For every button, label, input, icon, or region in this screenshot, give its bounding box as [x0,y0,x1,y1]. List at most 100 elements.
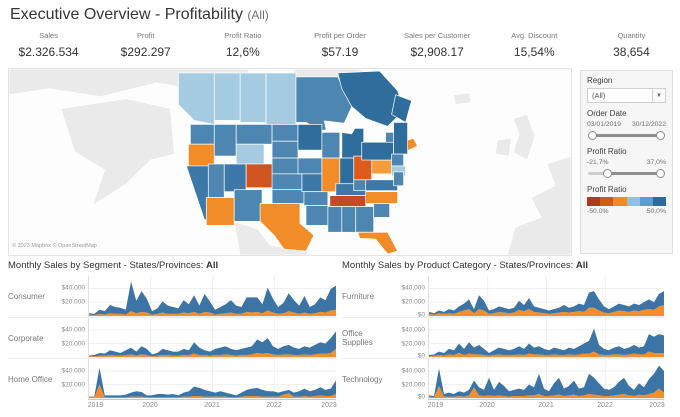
state-IA[interactable] [297,157,323,175]
state-NE[interactable] [271,157,303,175]
area-series-highlight[interactable] [429,304,664,316]
category-charts: Furniture $40.000 $20.000 $0 Office Supp… [342,276,665,414]
region-dropdown[interactable]: (All) ▼ [587,88,666,103]
state-WI[interactable] [321,131,341,159]
state-IN[interactable] [339,157,355,185]
y-tick: $0 [417,311,425,319]
order-date-slider-handle-left[interactable] [588,131,597,140]
area-series-sales[interactable] [89,367,336,398]
order-date-slider[interactable] [588,130,665,141]
choropleth-map-svg[interactable] [9,69,571,255]
state-VA[interactable] [363,179,398,192]
y-tick: $20.000 [61,381,86,389]
state-BC[interactable] [178,72,215,125]
order-date-end: 30/12/2022 [631,121,666,128]
row-label: Corporate [8,333,44,343]
area-series-highlight[interactable] [429,385,664,399]
area-chart-furniture[interactable] [428,276,664,317]
state-AB[interactable] [213,72,241,121]
slider-fill [592,134,661,137]
area-series-highlight[interactable] [89,309,336,316]
state-ND[interactable] [271,124,299,142]
filter-sidebar: Region (All) ▼ Order Date 03/01/2019 30/… [580,70,673,254]
state-FL[interactable] [357,231,399,255]
profit-ratio-slider-handle-left[interactable] [603,169,613,178]
kpi-value: $57.19 [321,45,359,59]
state-NM[interactable] [233,189,263,222]
profitability-map[interactable] [8,68,572,256]
y-tick: $0 [417,393,425,401]
kpi-label: Profit [136,31,155,40]
area-chart-technology[interactable] [428,359,664,399]
area-chart-office-supplies[interactable] [428,318,664,358]
state-TN[interactable] [329,195,367,207]
area-series-highlight[interactable] [89,348,336,358]
row-label: Technology [342,374,383,384]
state-WY[interactable] [235,143,265,167]
segment-block-title-text: Monthly Sales by Segment - States/Provin… [8,260,207,271]
state-WA[interactable] [190,124,215,145]
legend-ramp-segment [600,197,614,206]
area-series-sales[interactable] [89,281,336,316]
profit-ratio-filter-label: Profit Ratio [587,147,627,156]
row-label: Office Supplies [342,329,373,347]
state-CO[interactable] [245,163,275,189]
state-TX[interactable] [259,203,315,252]
profit-ratio-max: 37,0% [646,159,666,166]
y-tick: $40.000 [61,367,86,375]
state-WV[interactable] [353,179,367,192]
legend-ramp-segment [626,197,640,206]
state-MBc[interactable] [265,72,297,125]
state-AL[interactable] [341,206,357,233]
y-tick: $40.000 [61,326,86,334]
state-AR[interactable] [303,191,329,206]
y-tick: $20.000 [401,340,426,348]
legend-ramp-segment [639,197,653,206]
state-MS[interactable] [327,206,343,233]
order-date-slider-handle-right[interactable] [656,131,665,140]
state-ME[interactable] [393,122,408,155]
x-axis-years: 2019 2020 2021 2022 2023 [88,399,337,413]
profit-ratio-slider-handle-right[interactable] [656,169,665,178]
area-series-highlight[interactable] [429,351,664,358]
state-MN[interactable] [297,124,323,151]
area-chart-consumer[interactable] [88,276,336,317]
area-chart-home-office[interactable] [88,359,336,399]
state-UT[interactable] [223,163,247,193]
area-series-sales[interactable] [429,328,664,357]
chart-row-corporate: Corporate $40.000 $20.000 [8,317,336,358]
area-chart-corporate[interactable] [88,318,336,358]
state-SD[interactable] [271,140,299,159]
state-SK[interactable] [239,72,267,123]
chevron-down-icon[interactable]: ▼ [652,89,665,102]
x-tick: 2022 [266,402,282,409]
state-KS[interactable] [271,173,303,191]
state-LA[interactable] [305,205,329,226]
area-series-highlight[interactable] [89,384,336,399]
state-AZ[interactable] [205,197,235,226]
state-QC[interactable] [337,70,404,127]
state-NV[interactable] [207,163,225,198]
profit-ratio-slider[interactable] [588,168,665,179]
y-axis: $40.000 $20.000 $0 [394,318,428,360]
kpi-profit-ratio: Profit Ratio 12,6% [194,29,291,63]
kpi-label: Profit Ratio [224,31,262,40]
y-axis: $40.000 $20.000 [54,276,88,317]
state-GA[interactable] [355,206,375,233]
region-filter-label: Region [587,76,613,85]
state-MT[interactable] [235,124,273,145]
area-series-sales[interactable] [89,331,336,357]
y-axis: $40.000 $20.000 [54,318,88,358]
state-OK[interactable] [271,189,307,204]
state-SC[interactable] [373,203,390,218]
segment-block-title-scope: All [206,260,219,271]
state-NE1[interactable] [391,153,404,167]
area-series-sales[interactable] [429,291,664,315]
state-NC[interactable] [365,191,398,204]
area-series-sales[interactable] [429,365,664,398]
kpi-label: Sales per Customer [403,31,471,40]
state-NY[interactable] [361,141,394,161]
x-tick: 2023 [649,402,665,409]
state-MDJ[interactable] [393,171,404,187]
state-ID[interactable] [213,124,237,157]
